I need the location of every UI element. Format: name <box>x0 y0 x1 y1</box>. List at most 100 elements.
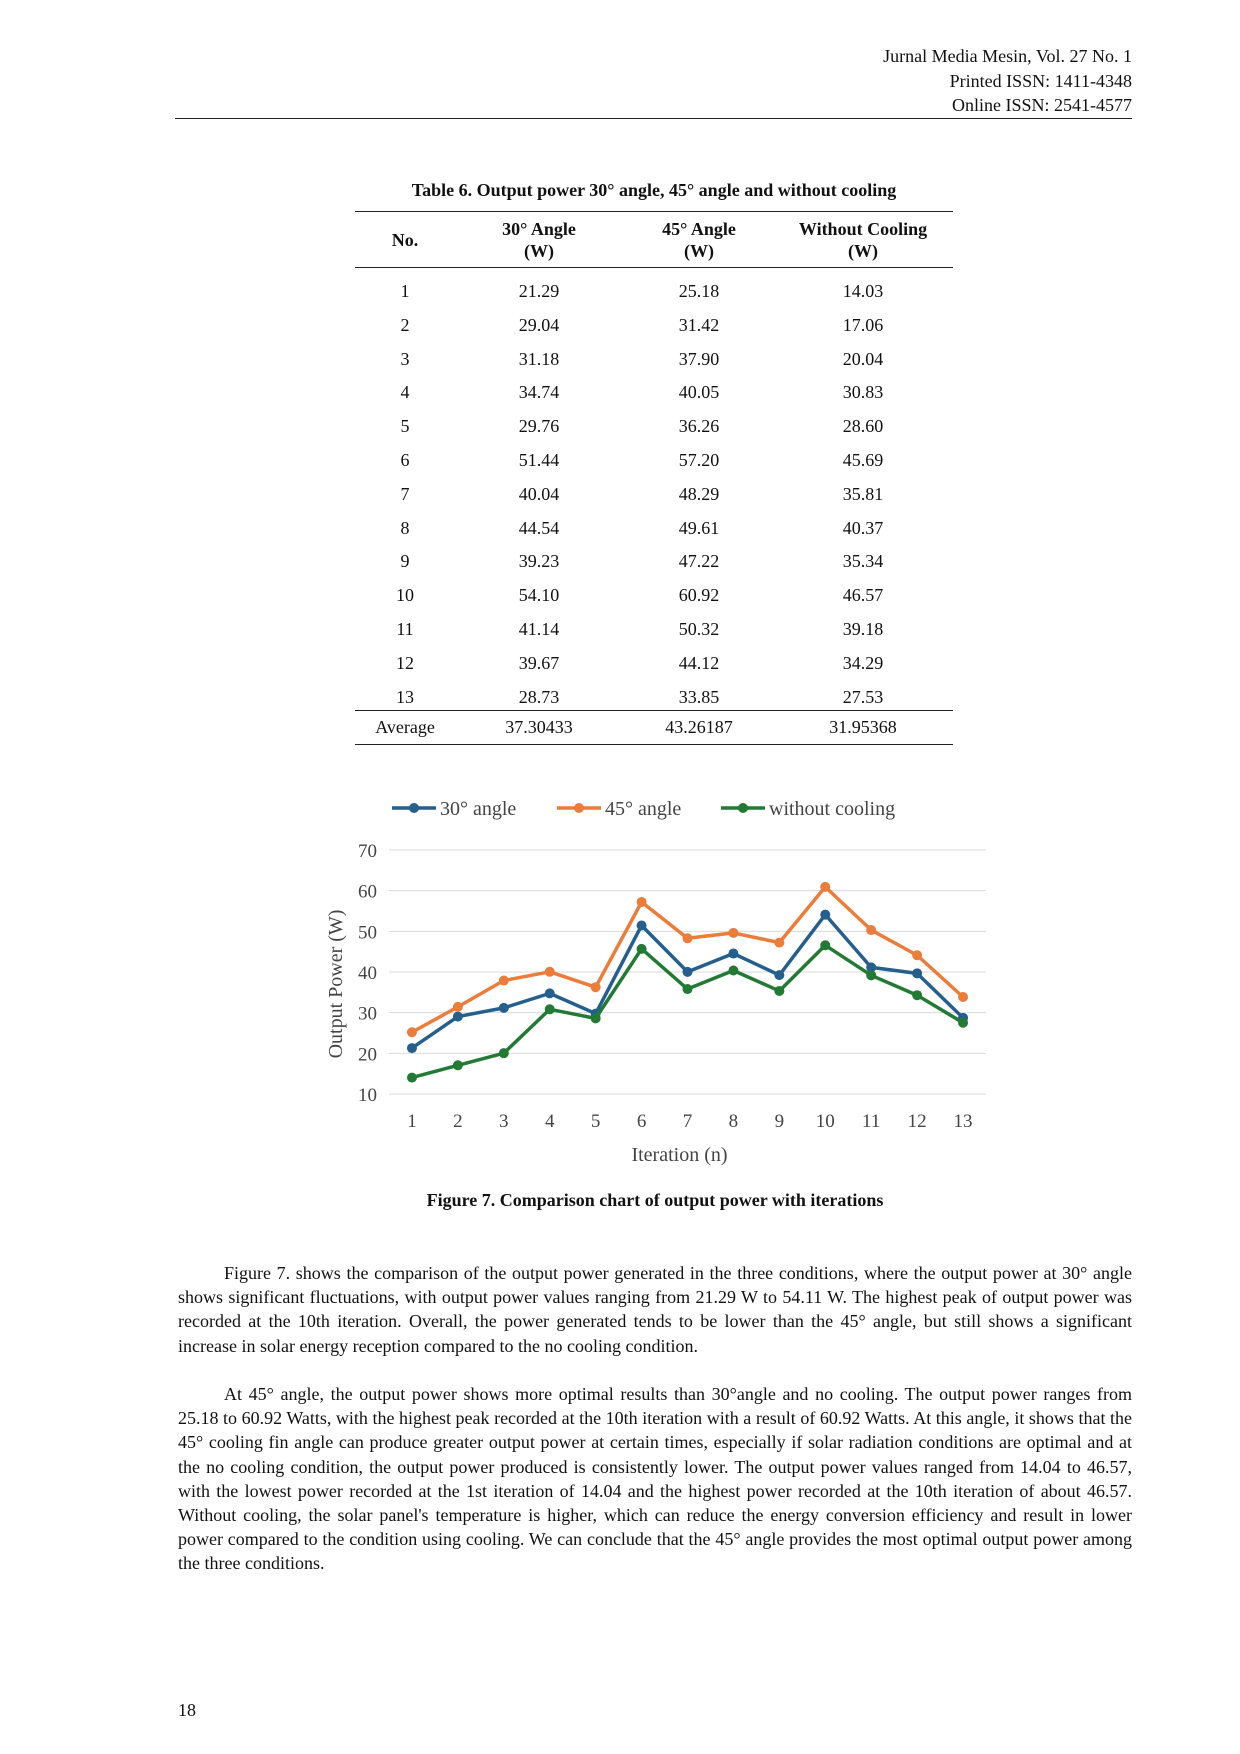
table-cell: 13 <box>396 686 414 707</box>
table-cell: 31.95368 <box>829 717 897 737</box>
table-cell: 27.53 <box>842 686 884 707</box>
data-point <box>682 933 693 944</box>
table-cell: 40.05 <box>678 382 720 403</box>
x-tick-label: 4 <box>545 1111 555 1132</box>
journal-header: Jurnal Media Mesin, Vol. 27 No. 1 Printe… <box>883 44 1132 118</box>
table-cell: 6 <box>400 450 410 470</box>
y-tick-label: 60 <box>358 882 377 903</box>
legend-marker <box>574 803 584 813</box>
legend-label: without cooling <box>769 798 895 820</box>
data-point <box>590 1013 601 1024</box>
data-point <box>912 950 923 961</box>
table-rule <box>355 267 953 268</box>
data-point <box>498 1048 509 1059</box>
y-tick-label: 20 <box>358 1044 377 1065</box>
paragraph: Figure 7. shows the comparison of the ou… <box>178 1263 1132 1356</box>
figure-caption: Figure 7. Comparison chart of output pow… <box>426 1190 884 1210</box>
header-line: Jurnal Media Mesin, Vol. 27 No. 1 <box>883 46 1132 66</box>
table-cell: 44.54 <box>518 517 560 538</box>
table-cell: 45.69 <box>842 450 884 470</box>
x-tick-label: 6 <box>637 1111 647 1132</box>
x-tick-label: 7 <box>683 1111 693 1132</box>
table-cell: 29.76 <box>518 416 560 437</box>
table-cell: 49.61 <box>678 517 720 538</box>
data-point <box>958 1017 969 1028</box>
table-cell: 17.06 <box>842 314 884 335</box>
column-header: Without Cooling <box>798 219 928 239</box>
data-point <box>544 1004 555 1015</box>
table-cell: 29.04 <box>518 314 560 335</box>
table-cell: 28.60 <box>842 416 884 437</box>
table-cell: 43.26187 <box>665 717 733 737</box>
data-point <box>912 968 923 979</box>
x-tick-label: 3 <box>499 1111 509 1132</box>
data-point <box>866 925 877 936</box>
data-point <box>774 985 785 996</box>
table-cell: 34.29 <box>842 652 884 673</box>
data-point <box>728 948 739 959</box>
y-tick-label: 10 <box>358 1085 377 1106</box>
table-cell: 54.10 <box>518 585 560 606</box>
data-point <box>866 970 877 981</box>
table-cell: 14.03 <box>842 281 884 301</box>
data-point <box>728 965 739 976</box>
legend-marker <box>409 803 419 813</box>
data-point <box>452 1011 463 1022</box>
data-point <box>728 927 739 938</box>
y-tick-label: 50 <box>358 922 377 943</box>
data-point <box>820 940 831 951</box>
data-point <box>912 990 923 1001</box>
table-rule <box>355 744 953 745</box>
y-tick-label: 40 <box>358 963 377 984</box>
table-cell: 48.29 <box>678 483 720 504</box>
table-cell: 39.18 <box>842 619 884 639</box>
table-cell: 44.12 <box>678 652 720 673</box>
table-cell: 35.81 <box>842 483 884 504</box>
table-cell: 30.83 <box>842 382 884 403</box>
legend-label: 30° angle <box>440 798 516 820</box>
table-cell: 57.20 <box>678 450 720 470</box>
data-point <box>774 970 785 981</box>
y-tick-label: 70 <box>358 841 377 862</box>
x-tick-label: 12 <box>908 1111 927 1132</box>
y-axis-label: Output Power (W) <box>325 910 347 1059</box>
column-header: (W) <box>684 241 714 261</box>
table-cell: 50.32 <box>678 619 720 639</box>
data-point <box>544 966 555 977</box>
data-point <box>820 909 831 920</box>
data-point <box>682 966 693 977</box>
column-header: (W) <box>524 241 554 261</box>
table-rule <box>355 710 953 711</box>
data-point <box>498 1002 509 1013</box>
table-cell: 9 <box>400 551 410 572</box>
legend-marker <box>738 803 748 813</box>
table-cell: 7 <box>400 483 410 504</box>
column-header: No. <box>391 230 419 250</box>
table-cell: 46.57 <box>842 585 884 606</box>
table-cell: 1 <box>400 281 410 301</box>
table-cell: 40.04 <box>518 483 560 504</box>
table-cell: 37.90 <box>678 348 720 369</box>
column-header: 30° Angle <box>502 219 576 239</box>
table-cell: 21.29 <box>518 281 560 301</box>
data-point <box>820 881 831 892</box>
table-cell: 51.44 <box>518 450 560 470</box>
data-point <box>498 975 509 986</box>
table-cell: 35.34 <box>842 551 884 572</box>
header-rule <box>175 118 1132 119</box>
table-cell: 11 <box>396 619 414 639</box>
data-point <box>452 1001 463 1012</box>
x-tick-label: 5 <box>591 1111 601 1132</box>
table-cell: 3 <box>400 348 410 369</box>
table-cell: 31.42 <box>678 314 720 335</box>
data-point <box>544 988 555 999</box>
table-caption: Table 6. Output power 30° angle, 45° ang… <box>411 180 897 200</box>
table-cell: 33.85 <box>678 686 720 707</box>
table-cell: 20.04 <box>842 348 884 369</box>
table-cell: 31.18 <box>518 348 560 369</box>
data-point <box>774 937 785 948</box>
data-point <box>406 1043 417 1054</box>
table-cell: 8 <box>400 517 410 538</box>
